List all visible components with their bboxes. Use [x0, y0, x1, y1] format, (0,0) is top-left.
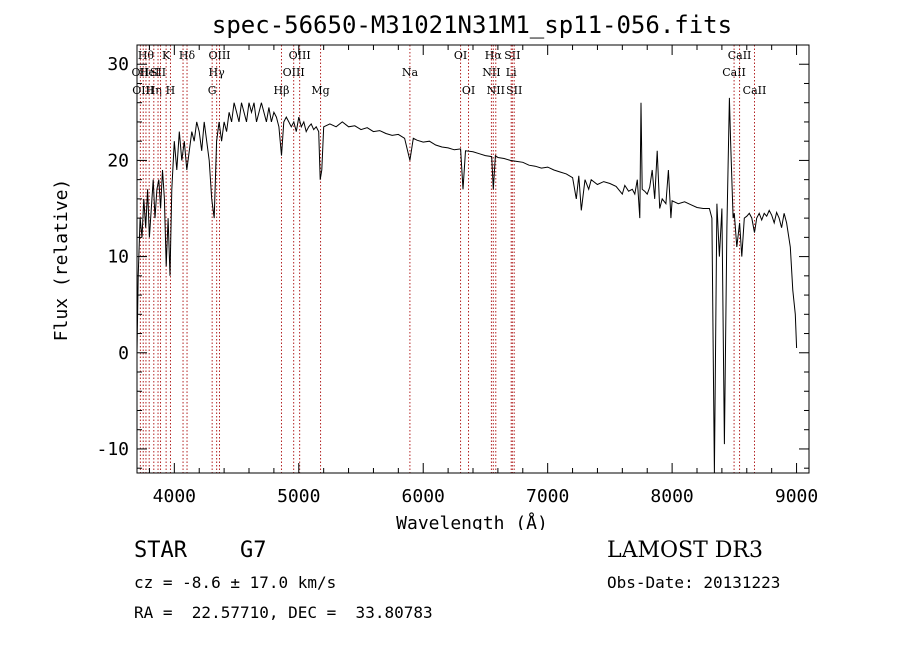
x-tick-label-2: 6000: [402, 486, 445, 507]
line-label-26: Li: [506, 66, 517, 79]
line-label-14: Hβ: [274, 84, 290, 97]
x-tick-label-1: 5000: [277, 486, 320, 507]
y-tick-label-3: 20: [107, 150, 129, 171]
line-label-25: SII: [506, 84, 522, 97]
line-label-19: OI: [454, 49, 467, 62]
line-label-5: SII: [150, 66, 166, 79]
line-label-15: OIII: [283, 66, 305, 79]
survey-name: LAMOST DR3: [607, 538, 763, 563]
line-label-28: CaII: [728, 49, 752, 62]
line-label-12: Hγ: [209, 66, 226, 79]
line-label-27: CaII: [722, 66, 746, 79]
line-label-20: OI: [462, 84, 475, 97]
line-label-29: CaII: [743, 84, 767, 97]
chart-title: spec-56650-M31021N31M1_sp11-056.fits: [212, 11, 732, 39]
ra-dec: RA = 22.57710, DEC = 33.80783: [134, 603, 433, 622]
line-label-23: NII: [487, 84, 505, 97]
line-label-3: HeI: [139, 66, 159, 79]
spectrum-chart: spec-56650-M31021N31M1_sp11-056.fits OII…: [51, 11, 818, 530]
line-label-8: H: [166, 84, 176, 97]
axes: 4000 5000 6000 7000 8000 9000 -10 0 10 20 30: [96, 44, 818, 507]
y-tick-label-0: -10: [96, 439, 129, 460]
line-label-13: OIII: [208, 49, 230, 62]
plot-frame: [136, 44, 810, 474]
x-tick-label-4: 8000: [650, 486, 693, 507]
line-label-21: NII: [482, 66, 500, 79]
line-label-18: Na: [402, 66, 419, 79]
y-tick-label-1: 0: [118, 343, 129, 364]
line-label-11: G: [208, 84, 217, 97]
spectrum-line: [136, 97, 798, 474]
line-label-2: Hθ: [138, 49, 155, 62]
observation-date: Obs-Date: 20131223: [607, 573, 781, 592]
spectral-line-markers: OIIOIIIHθHeIHηSIIKHHδGHγOIIIHβOIIIOIIIMg…: [132, 45, 767, 473]
line-label-4: Hη: [146, 84, 162, 97]
object-class: STAR G7: [134, 538, 267, 563]
redshift-cz: cz = -8.6 ± 17.0 km/s: [134, 573, 337, 592]
line-label-16: OIII: [289, 49, 311, 62]
x-tick-label-5: 9000: [775, 486, 818, 507]
line-label-22: Hα: [485, 49, 503, 62]
x-tick-label-0: 4000: [153, 486, 196, 507]
line-label-0: OII: [132, 66, 150, 79]
x-tick-label-3: 7000: [526, 486, 569, 507]
y-tick-label-4: 30: [107, 54, 129, 75]
line-label-17: Mg: [311, 84, 329, 97]
x-axis-label: Wavelength (Å): [396, 512, 548, 530]
y-tick-label-2: 10: [107, 247, 129, 268]
line-label-10: Hδ: [179, 49, 196, 62]
line-label-7: K: [162, 49, 171, 62]
y-axis-label: Flux (relative): [51, 179, 72, 342]
spectrum-series: [136, 97, 798, 474]
line-label-24: SII: [504, 49, 520, 62]
